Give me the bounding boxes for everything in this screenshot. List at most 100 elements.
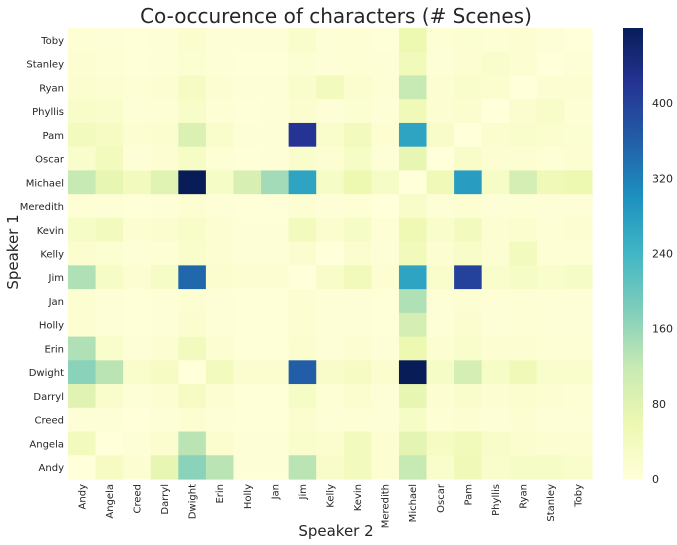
x-tick-label: Stanley [546,484,557,522]
heatmap-cell [233,217,262,243]
heatmap-cell [316,384,345,409]
heatmap-cell [205,336,235,361]
y-axis-label: Speaker 1 [4,214,22,289]
heatmap-cell [150,241,179,266]
heatmap-cell [150,407,179,433]
heatmap-cell [343,407,372,433]
heatmap-cell [536,336,566,361]
heatmap-cell [426,75,455,100]
heatmap-cell [481,51,510,77]
heatmap-cell [95,384,124,409]
heatmap-cell [178,384,207,409]
heatmap-cell [454,431,483,456]
heatmap-cell [316,51,345,77]
heatmap-cell [95,99,124,124]
heatmap-cell [123,312,152,338]
heatmap-cell [288,431,317,456]
heatmap-cell [343,289,372,314]
heatmap-cell [233,384,262,409]
heatmap-cell [564,265,593,290]
heatmap-cell [288,289,317,314]
heatmap-cell [123,289,152,314]
heatmap-cell [288,265,317,290]
heatmap-cell [316,407,345,433]
heatmap-cell [123,122,152,148]
heatmap-cell [316,312,345,338]
heatmap-cell [68,51,97,77]
heatmap-cell [68,241,97,266]
heatmap-cell [261,265,290,290]
y-tick-label: Creed [34,416,64,427]
heatmap-cell [426,336,455,361]
heatmap-cell [95,241,124,266]
heatmap-cell [150,51,179,77]
heatmap-cell [316,336,345,361]
heatmap-cell [371,217,400,243]
heatmap-cell [426,431,455,456]
heatmap-cell [454,194,483,219]
heatmap-cell [343,28,372,53]
heatmap-cell [509,51,538,77]
heatmap-cell [261,28,290,53]
heatmap-cell [426,265,455,290]
heatmap-cell [123,99,152,124]
heatmap-cell [95,265,124,290]
heatmap-cell [205,265,235,290]
heatmap-cell [343,146,372,172]
heatmap-cell [316,75,345,100]
heatmap-cell [68,336,97,361]
heatmap-cell [454,75,483,100]
heatmap-cell [150,99,179,124]
heatmap-cell [68,75,97,100]
heatmap-cell [205,99,235,124]
heatmap-cell [261,431,290,456]
heatmap-cell [426,194,455,219]
heatmap-cell [481,289,510,314]
heatmap-cell [178,28,207,53]
heatmap-cell [123,336,152,361]
x-tick-label: Creed [132,484,143,514]
x-tick-label: Jan [270,484,281,500]
x-tick-label: Angela [105,484,116,519]
heatmap-cell [564,360,593,385]
heatmap-cell [95,455,124,480]
heatmap-cell [509,170,538,195]
heatmap-cell [371,384,400,409]
heatmap-cell [481,146,510,172]
heatmap-cell [233,241,262,266]
heatmap-cell [178,312,207,338]
heatmap-cell [536,75,566,100]
heatmap-cell [398,407,428,433]
heatmap-cell [426,289,455,314]
heatmap-cell [95,360,124,385]
heatmap-cell [509,336,538,361]
heatmap-cell [95,146,124,172]
heatmap-cell [95,312,124,338]
heatmap-cell [426,170,455,195]
heatmap-cell [178,146,207,172]
heatmap-cell [95,289,124,314]
heatmap-cell [509,265,538,290]
heatmap-cell [288,312,317,338]
heatmap-cell [123,28,152,53]
heatmap-cell [343,431,372,456]
heatmap-cell [233,312,262,338]
heatmap-cell [178,99,207,124]
heatmap-cell [481,455,510,480]
heatmap-cell [123,241,152,266]
heatmap-cell [481,75,510,100]
heatmap-cell [426,51,455,77]
heatmap-cell [261,51,290,77]
heatmap-cell [288,146,317,172]
heatmap-cell [261,194,290,219]
heatmap-cell [233,194,262,219]
heatmap-cell [509,360,538,385]
heatmap-cell [398,455,428,480]
heatmap-cell [454,360,483,385]
heatmap-cell [398,170,428,195]
heatmap-cell [316,265,345,290]
heatmap-cell [150,75,179,100]
heatmap-cell [205,51,235,77]
heatmap-cell [123,194,152,219]
